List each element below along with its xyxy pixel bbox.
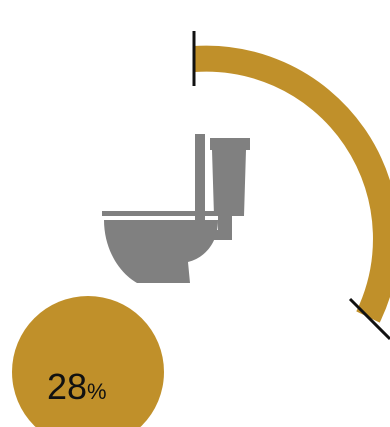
percent-readout: 28% xyxy=(47,369,107,405)
end-marker xyxy=(348,297,390,341)
toilet-icon xyxy=(102,134,250,283)
percent-unit: % xyxy=(87,379,107,404)
percent-value: 28 xyxy=(47,366,88,407)
progress-arc xyxy=(193,45,390,323)
percent-badge xyxy=(12,296,164,427)
